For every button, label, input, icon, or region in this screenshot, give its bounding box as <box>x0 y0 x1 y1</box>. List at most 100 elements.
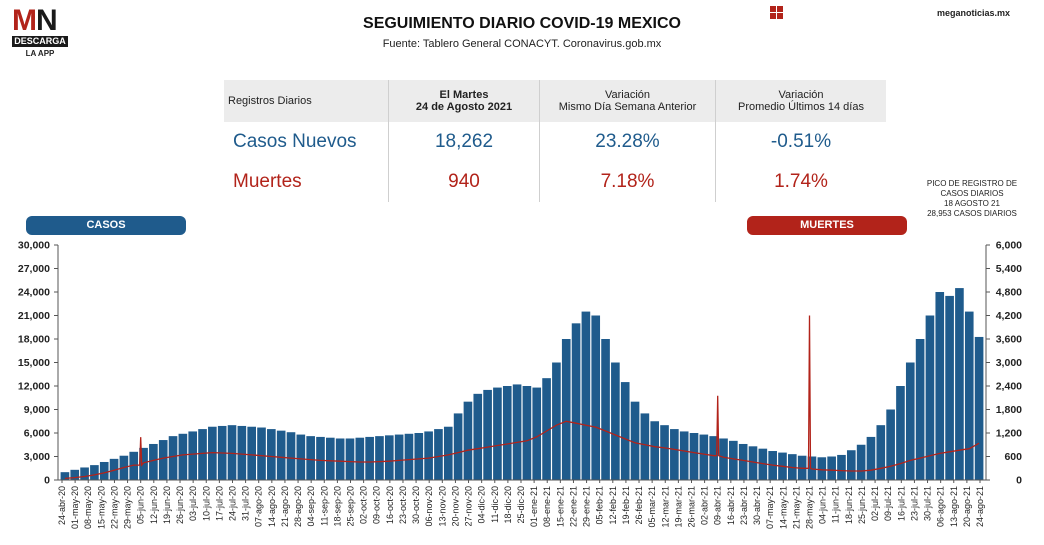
stats-header-var-week: Variación Mismo Día Semana Anterior <box>539 80 716 122</box>
casos-bar <box>326 437 335 480</box>
left-tick-label: 18,000 <box>18 334 50 346</box>
x-tick-label: 02-oct-20 <box>359 486 369 524</box>
right-tick-label: 5,400 <box>996 263 1022 275</box>
right-axis: 0 600 1,200 1,800 2,400 3,000 3,600 4,200 4,800 5… <box>985 240 1022 487</box>
casos-bar <box>129 451 139 480</box>
x-tick-label: 20-nov-20 <box>450 486 460 527</box>
right-tick-label: 1,800 <box>996 404 1022 416</box>
casos-bar <box>424 431 433 480</box>
casos-bar <box>679 431 689 480</box>
casos-bar <box>837 454 846 480</box>
x-tick-label: 11-dic-20 <box>490 486 500 523</box>
casos-bar <box>905 362 915 480</box>
logo-m: M <box>12 4 37 37</box>
x-tick-label: 13-ago-21 <box>949 486 959 527</box>
casos-bar <box>915 339 925 480</box>
casos-bar <box>620 382 630 480</box>
x-tick-label: 11-jun-21 <box>831 486 841 523</box>
x-tick-label: 18-jun-21 <box>844 486 854 524</box>
casos-bar <box>670 429 679 480</box>
x-tick-label: 12-mar-21 <box>660 486 670 528</box>
x-tick-label: 30-jul-21 <box>923 486 933 521</box>
x-tick-label: 23-oct-20 <box>398 486 408 524</box>
x-tick-label: 26-mar-21 <box>686 486 696 528</box>
stats-header-date: El Martes 24 de Agosto 2021 <box>388 80 540 122</box>
casos-var-14d: -0.51% <box>770 131 832 152</box>
x-tick-label: 14-ago-20 <box>267 486 277 527</box>
casos-bars <box>60 288 984 480</box>
left-tick-label: 21,000 <box>18 310 50 322</box>
x-tick-label: 19-feb-21 <box>621 486 631 525</box>
x-tick-label: 12-feb-21 <box>608 486 618 525</box>
stats-header-var-14d: Variación Promedio Últimos 14 días <box>715 80 886 122</box>
x-tick-label: 14-may-21 <box>778 486 788 529</box>
x-tick-label: 21-may-21 <box>791 486 801 529</box>
x-tick-label: 12-jun-20 <box>149 486 159 524</box>
x-axis: 24-abr-20 01-may-20 08-may-20 15-may-20 22-m… <box>57 479 986 529</box>
casos-bar <box>709 436 718 480</box>
casos-bar <box>542 378 551 480</box>
casos-bar <box>70 469 80 480</box>
x-tick-label: 02-abr-21 <box>700 486 710 525</box>
x-tick-label: 04-dic-20 <box>477 486 487 524</box>
casos-bar <box>581 311 591 480</box>
peak-note-line: CASOS DIARIOS <box>940 189 1004 198</box>
casos-bar <box>60 472 70 480</box>
casos-bar <box>483 389 492 480</box>
casos-bar <box>827 456 836 480</box>
muertes-legend-pill: MUERTES <box>747 216 907 235</box>
x-tick-label: 24-abr-20 <box>57 486 67 525</box>
casos-bar <box>404 433 414 480</box>
x-tick-label: 02-jul-21 <box>870 486 880 521</box>
x-tick-label: 24-ago-21 <box>975 486 985 527</box>
casos-bar <box>591 315 601 480</box>
page-subtitle: Fuente: Tablero General CONACYT. Coronav… <box>382 38 662 50</box>
x-tick-label: 27-nov-20 <box>464 486 474 527</box>
casos-bar <box>384 435 394 480</box>
right-tick-label: 1,200 <box>996 428 1022 440</box>
site-link[interactable]: meganoticias.mx <box>936 8 1010 18</box>
casos-bar <box>365 436 374 480</box>
left-tick-label: 6,000 <box>24 428 50 440</box>
peak-note-line: 28,953 CASOS DIARIOS <box>927 209 1017 218</box>
casos-bar <box>99 461 109 480</box>
x-tick-label: 11-sep-20 <box>319 486 329 526</box>
casos-bar <box>925 315 935 480</box>
casos-bar <box>80 467 89 480</box>
casos-bar <box>611 362 620 480</box>
casos-bar <box>286 432 296 480</box>
casos-bar <box>886 409 895 480</box>
casos-bar <box>719 438 728 480</box>
x-tick-label: 26-feb-21 <box>634 486 644 525</box>
x-tick-label: 01-ene-21 <box>529 486 539 527</box>
right-tick-label: 4,200 <box>996 310 1022 322</box>
casos-bar <box>208 426 217 480</box>
x-tick-label: 31-jul-20 <box>241 486 251 521</box>
casos-bar <box>689 433 699 480</box>
casos-bar <box>109 458 119 480</box>
casos-bar <box>552 362 561 480</box>
right-tick-label: 6,000 <box>996 240 1022 252</box>
x-tick-label: 25-sep-20 <box>346 486 356 527</box>
peak-note-line: PICO DE REGISTRO DE <box>926 179 1018 188</box>
meganoticias-logo[interactable]: M N DESCARGA LA APP <box>12 6 68 58</box>
x-tick-label: 19-mar-21 <box>673 486 683 528</box>
casos-bar <box>561 339 571 480</box>
right-tick-label: 600 <box>1004 451 1022 463</box>
casos-bar <box>640 413 650 480</box>
logo-mark: M N <box>12 6 68 36</box>
casos-bar <box>974 336 984 480</box>
x-tick-label: 20-ago-21 <box>962 486 972 527</box>
casos-bar <box>846 450 856 480</box>
x-tick-label: 15-ene-21 <box>555 486 565 527</box>
casos-bar <box>571 323 581 480</box>
casos-bar <box>601 339 610 480</box>
x-tick-label: 22-ene-21 <box>568 486 578 527</box>
casos-bar <box>856 444 866 480</box>
x-tick-label: 22-may-20 <box>109 486 119 529</box>
casos-bar <box>276 430 286 480</box>
casos-bar <box>139 447 148 480</box>
casos-bar <box>758 448 768 480</box>
casos-bar <box>335 438 345 480</box>
